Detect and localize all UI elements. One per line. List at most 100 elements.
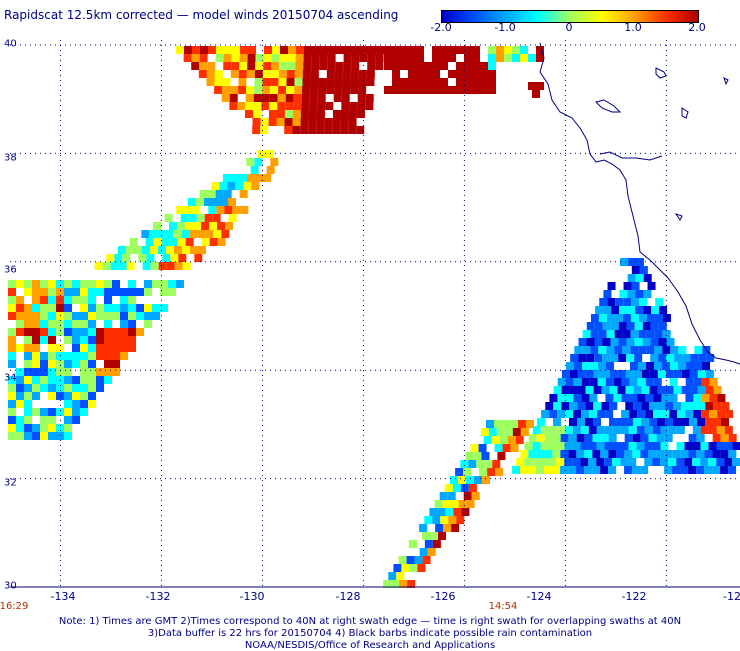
wind-cell — [358, 70, 367, 78]
wind-cell — [706, 354, 715, 362]
wind-cell — [169, 238, 178, 246]
wind-cell — [8, 376, 16, 384]
wind-cell — [685, 394, 694, 402]
wind-cell — [16, 424, 24, 432]
wind-cell — [278, 70, 287, 78]
wind-cell — [80, 328, 88, 336]
wind-cell — [48, 416, 56, 424]
wind-cell — [644, 458, 653, 466]
wind-cell — [656, 434, 665, 442]
wind-cell — [599, 298, 608, 306]
wind-cell — [177, 238, 186, 246]
wind-cell — [576, 434, 585, 442]
wind-cell — [217, 222, 225, 230]
wind-cell — [492, 460, 501, 468]
lon-label-124: -124 — [526, 590, 552, 603]
wind-cell — [588, 426, 597, 434]
wind-cell — [72, 344, 80, 352]
wind-cell — [247, 174, 255, 182]
wind-cell — [424, 86, 432, 94]
wind-cell — [578, 354, 587, 362]
wind-cell — [633, 402, 642, 410]
wind-cell — [557, 394, 566, 402]
wind-cell — [288, 46, 296, 54]
wind-cell — [255, 54, 264, 62]
wind-cell — [375, 62, 384, 70]
lake-path-2 — [681, 107, 689, 119]
wind-cell — [164, 214, 173, 222]
wind-cell — [532, 442, 541, 450]
wind-cell — [8, 312, 16, 320]
wind-cell — [199, 54, 208, 62]
wind-cell — [88, 312, 96, 320]
wind-cell — [453, 508, 462, 516]
wind-cell — [88, 344, 96, 352]
wind-cell — [145, 238, 154, 246]
wind-cell — [327, 62, 336, 70]
wind-cell — [104, 328, 112, 336]
wind-cell — [120, 312, 128, 320]
wind-cell — [375, 54, 384, 62]
wind-cell — [24, 400, 32, 408]
wind-cell — [618, 338, 627, 346]
wind-cell — [287, 62, 296, 70]
lake-path-3 — [723, 77, 729, 86]
wind-cell — [72, 408, 80, 416]
wind-cell — [456, 78, 464, 86]
wind-cell — [440, 516, 449, 524]
wind-cell — [165, 230, 174, 238]
wind-cell — [24, 352, 32, 360]
wind-cell — [40, 384, 48, 392]
wind-cell — [593, 370, 602, 378]
wind-cell — [666, 338, 675, 346]
wind-cell — [510, 420, 518, 428]
wind-cell — [696, 466, 705, 474]
wind-cell — [536, 82, 544, 90]
wind-cell — [716, 458, 725, 466]
wind-cell — [16, 376, 24, 384]
wind-cell — [8, 360, 16, 368]
wind-cell — [515, 436, 524, 444]
wind-cell — [660, 458, 669, 466]
wind-cell — [72, 360, 80, 368]
wind-cell — [576, 450, 585, 458]
wind-cell — [662, 330, 671, 338]
lon-label-132: -132 — [145, 590, 171, 603]
wind-cell — [350, 86, 359, 94]
wind-cell — [152, 280, 160, 288]
wind-cell — [574, 362, 583, 370]
wind-cell — [392, 46, 400, 54]
wind-cell — [102, 262, 111, 270]
wind-cell — [302, 86, 311, 94]
wind-cell — [692, 442, 701, 450]
wind-cell — [552, 466, 561, 474]
wind-cell — [367, 62, 376, 70]
wind-cell — [569, 386, 578, 394]
wind-cell — [696, 434, 705, 442]
wind-cell — [292, 118, 301, 126]
wind-cell — [182, 262, 191, 270]
wind-cell — [112, 304, 120, 312]
wind-cell — [646, 346, 655, 354]
wind-cell — [48, 392, 56, 400]
wind-cell — [177, 222, 185, 230]
wind-cell — [568, 434, 577, 442]
wind-cell — [110, 262, 119, 270]
wind-cell — [572, 442, 581, 450]
wind-cell — [176, 46, 184, 54]
wind-cell — [621, 394, 630, 402]
wind-cell — [528, 450, 537, 458]
wind-cell — [424, 540, 433, 548]
wind-cell — [728, 466, 737, 474]
wind-cell — [728, 434, 737, 442]
wind-cell — [56, 424, 64, 432]
wind-cell — [677, 410, 686, 418]
wind-cell — [692, 458, 701, 466]
wind-cell — [48, 304, 56, 312]
wind-cell — [48, 336, 56, 344]
wind-cell — [153, 238, 162, 246]
wind-cell — [120, 296, 128, 304]
wind-cell — [56, 320, 64, 328]
wind-cell — [408, 62, 416, 70]
wind-cell — [319, 54, 328, 62]
